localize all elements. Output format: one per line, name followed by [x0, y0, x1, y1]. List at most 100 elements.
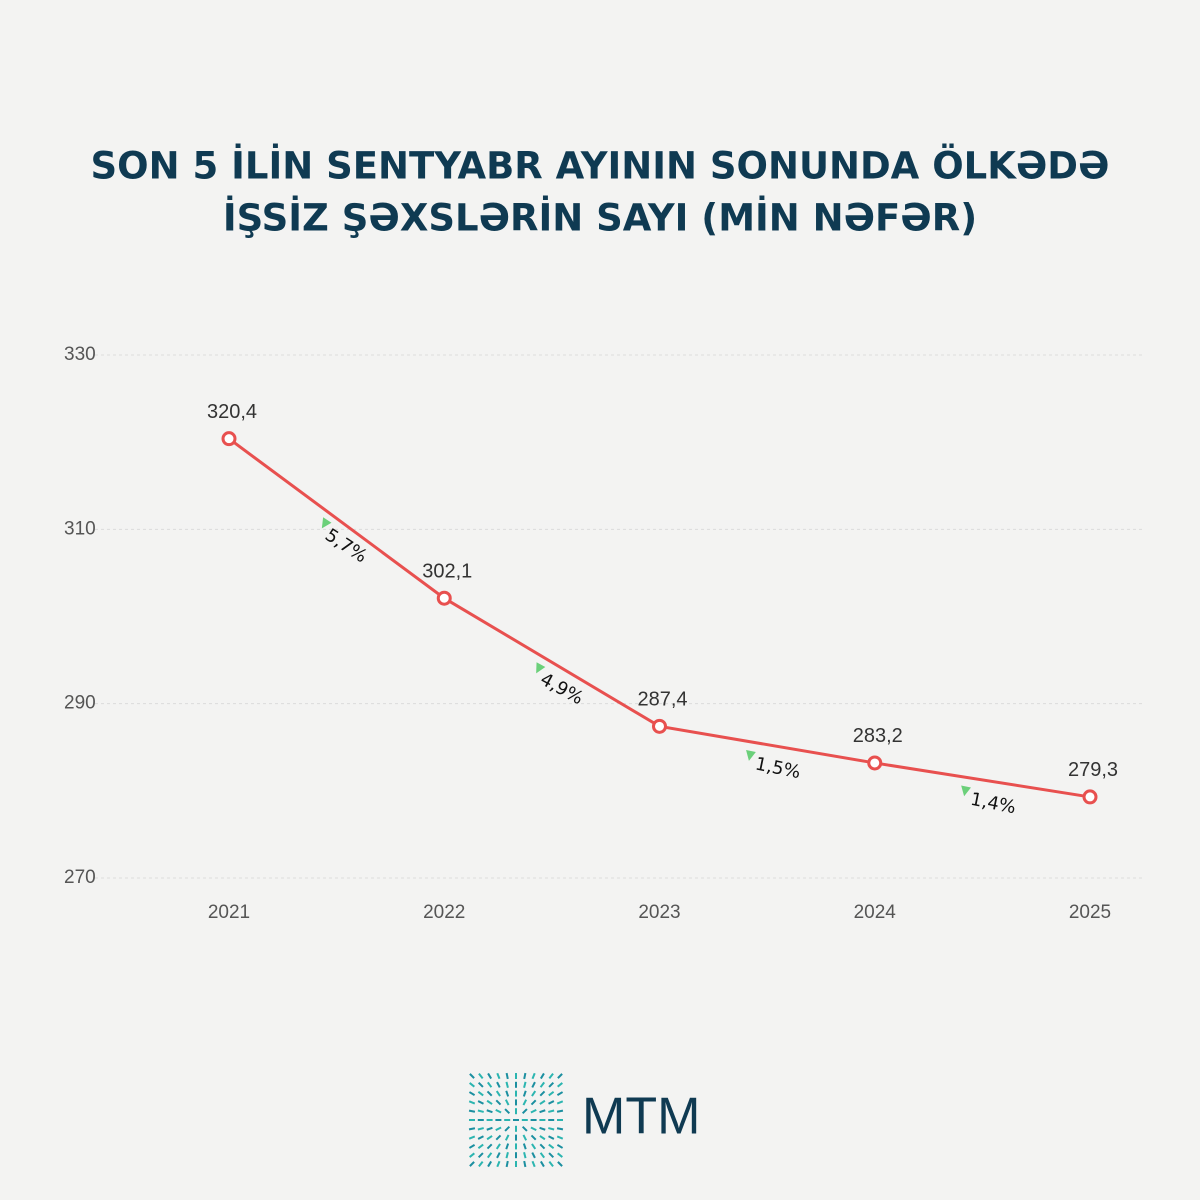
- logo-dash: [495, 1099, 502, 1106]
- logo-dash: [539, 1143, 546, 1150]
- logo-dash: [523, 1081, 527, 1088]
- logo-dash: [515, 1143, 517, 1150]
- logo-dash: [522, 1134, 528, 1141]
- x-tick-label: 2023: [638, 902, 680, 923]
- logo-dash: [557, 1073, 563, 1079]
- logo-dash: [523, 1160, 527, 1168]
- logo-dash: [556, 1135, 564, 1140]
- y-tick-label: 330: [64, 344, 96, 365]
- logo-dash: [477, 1100, 484, 1105]
- logo-dash: [530, 1134, 537, 1141]
- logo-dash: [523, 1072, 527, 1080]
- chart-title: SON 5 İLİN SENTYABR AYININ SONUNDA ÖLKƏD…: [91, 144, 1110, 188]
- logo-dash: [539, 1152, 546, 1159]
- logo-dash: [468, 1100, 476, 1105]
- logo-dash: [504, 1125, 511, 1132]
- y-tick-label: 270: [64, 867, 96, 888]
- logo-dash: [531, 1143, 537, 1150]
- logo: [468, 1072, 564, 1168]
- down-marker: [746, 750, 756, 761]
- y-tick-label: 310: [64, 518, 96, 539]
- logo-dash: [530, 1126, 537, 1132]
- logo-dash: [515, 1081, 517, 1088]
- logo-dash: [522, 1099, 528, 1106]
- logo-dash: [548, 1143, 555, 1150]
- point: [436, 590, 452, 606]
- logo-dash: [531, 1072, 536, 1080]
- chart-title: İŞSİZ ŞƏXSLƏRİN SAYI (MİN NƏFƏR): [223, 196, 977, 240]
- logo-dash: [496, 1081, 501, 1088]
- logo-dash: [486, 1119, 493, 1121]
- logo-dash: [530, 1108, 537, 1114]
- value-label: 283,2: [853, 725, 903, 747]
- logo-dash: [486, 1109, 493, 1114]
- logo-dash: [469, 1119, 475, 1121]
- down-marker: [961, 785, 971, 797]
- logo-dash: [486, 1099, 493, 1105]
- logo-dash: [495, 1126, 502, 1132]
- logo-dash: [468, 1109, 476, 1113]
- value-label: 279,3: [1068, 759, 1118, 781]
- logo-dash: [505, 1081, 509, 1088]
- logo-dash: [496, 1160, 501, 1168]
- logo-dash: [477, 1135, 484, 1140]
- logo-dash: [477, 1119, 484, 1121]
- logo-dash: [539, 1109, 546, 1114]
- logo-dash: [523, 1152, 527, 1159]
- logo-dash: [468, 1143, 476, 1149]
- logo-dash: [515, 1099, 517, 1106]
- logo-dash: [548, 1119, 555, 1121]
- logo-dash: [539, 1160, 545, 1168]
- logo-dash: [557, 1152, 563, 1158]
- logo-dash: [539, 1081, 546, 1088]
- logo-dash: [556, 1100, 564, 1105]
- logo-dash: [477, 1127, 484, 1131]
- logo-dash: [515, 1090, 517, 1097]
- logo-dash: [468, 1127, 476, 1131]
- logo-dash: [495, 1090, 501, 1097]
- down-marker: [321, 517, 332, 529]
- logo-dash: [477, 1143, 484, 1150]
- logo-dash: [469, 1152, 475, 1158]
- logo-dash: [539, 1135, 546, 1141]
- logo-dash: [548, 1100, 555, 1105]
- logo-dash: [521, 1125, 528, 1132]
- x-tick-label: 2021: [208, 902, 250, 923]
- logo-dash: [478, 1161, 484, 1167]
- logo-dash: [504, 1099, 510, 1106]
- logo-dash: [548, 1135, 555, 1140]
- value-label: 302,1: [422, 560, 472, 582]
- logo-dash: [469, 1161, 475, 1167]
- logo-dash: [548, 1109, 555, 1113]
- logo-dash: [557, 1119, 563, 1121]
- logo-dash: [505, 1072, 509, 1080]
- logo-dash: [504, 1108, 511, 1115]
- point: [652, 718, 667, 734]
- logo-dash: [487, 1081, 493, 1088]
- logo-dash: [548, 1127, 555, 1131]
- logo-dash: [539, 1126, 546, 1131]
- logo-dash: [530, 1119, 537, 1121]
- logo-dash: [487, 1152, 493, 1159]
- logo-dash: [505, 1090, 510, 1097]
- point: [221, 431, 237, 447]
- logo-dash: [539, 1072, 545, 1080]
- logo-dash: [504, 1119, 511, 1121]
- logo-dash: [531, 1152, 536, 1159]
- point: [1082, 789, 1098, 805]
- logo-dash: [505, 1160, 509, 1168]
- x-tick-label: 2022: [423, 902, 465, 923]
- logo-dash: [556, 1127, 564, 1131]
- logo-dash: [487, 1072, 493, 1080]
- value-label: 320,4: [207, 401, 257, 423]
- logo-dash: [531, 1160, 536, 1168]
- logo-dash: [531, 1081, 536, 1088]
- logo-dash: [469, 1082, 475, 1088]
- logo-dash: [530, 1099, 537, 1106]
- logo-dash: [486, 1090, 493, 1097]
- point: [867, 755, 883, 771]
- logo-dash: [548, 1161, 554, 1167]
- logo-dash: [513, 1119, 519, 1121]
- logo-dash: [495, 1143, 501, 1150]
